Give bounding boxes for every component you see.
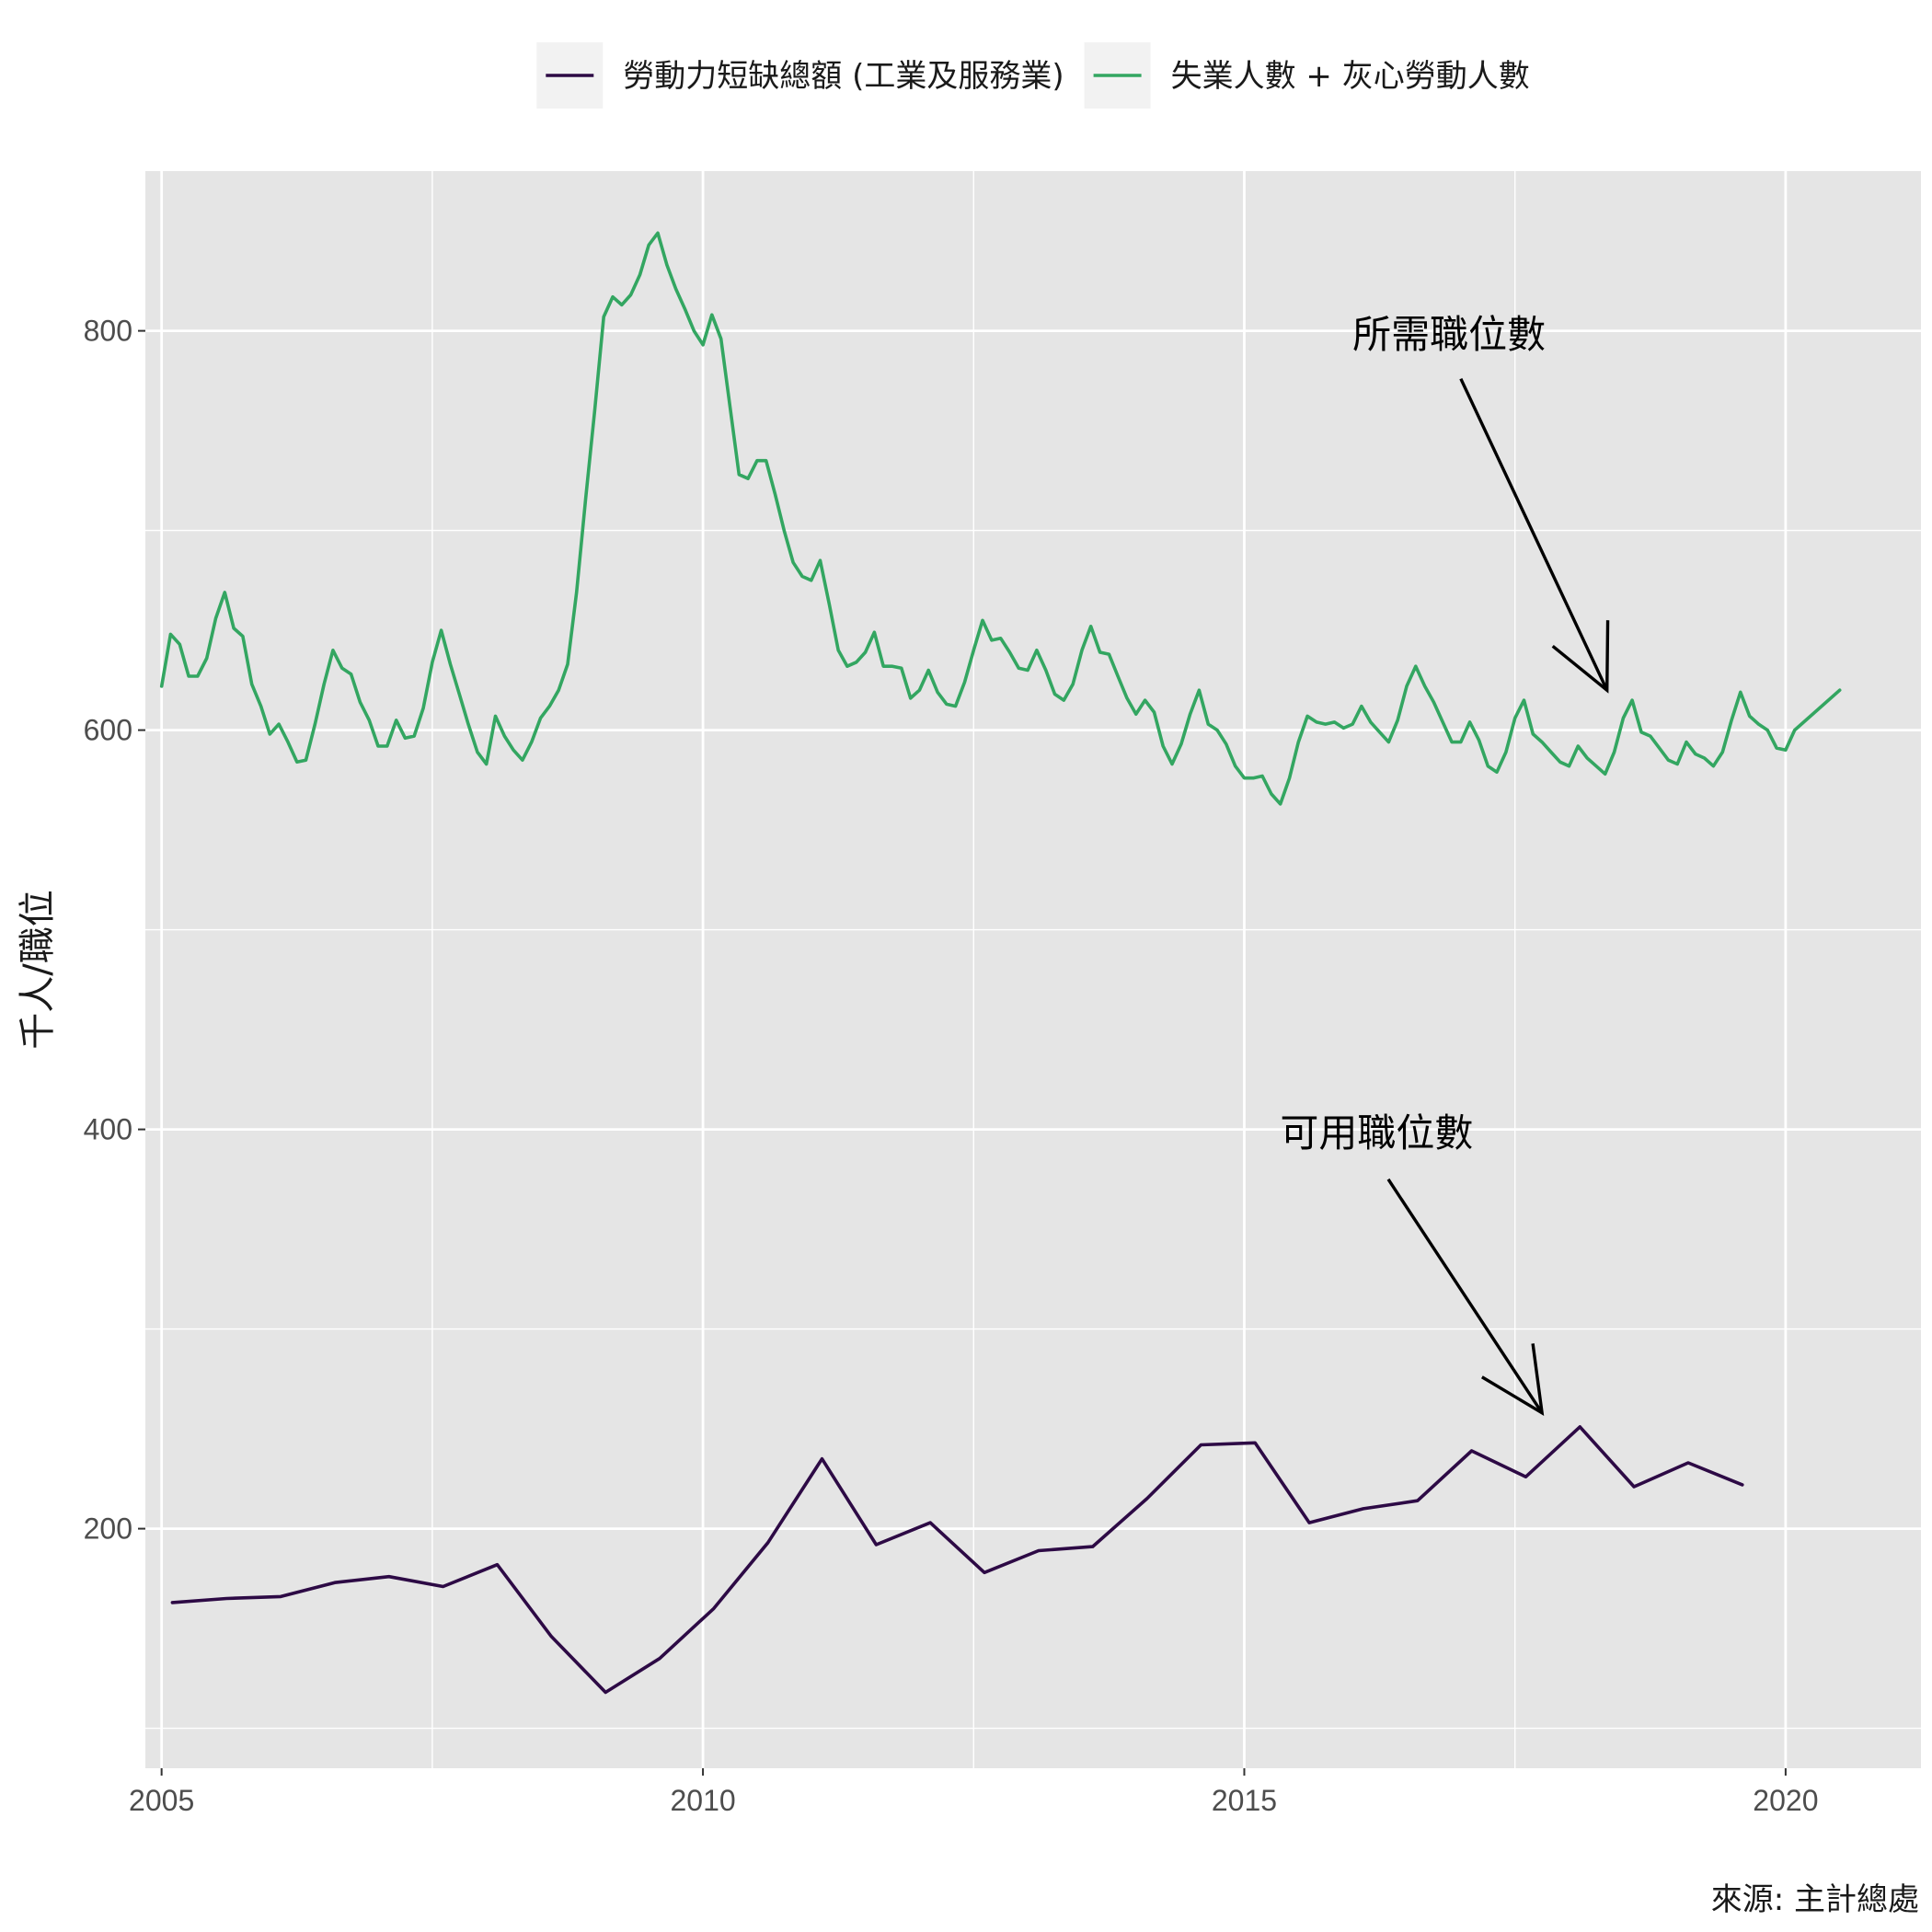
- annotation-label: 所需職位數: [1352, 312, 1546, 357]
- y-axis-title: 千人/職位: [17, 890, 59, 1049]
- grid: [145, 171, 1921, 1768]
- x-tick-label: 2020: [1753, 1784, 1818, 1817]
- y-tick-label: 600: [84, 714, 132, 747]
- y-tick-label: 800: [84, 315, 132, 348]
- series-line-1: [159, 231, 1842, 806]
- legend-label: 勞動力短缺總額 (工業及服務業): [623, 58, 1064, 95]
- legend-item: 失業人數 + 灰心勞動人數: [1084, 42, 1530, 109]
- x-tick-label: 2005: [129, 1784, 194, 1817]
- legend: 勞動力短缺總額 (工業及服務業) 失業人數 + 灰心勞動人數: [536, 42, 1530, 109]
- y-tick-label: 200: [84, 1512, 132, 1546]
- annotation-arrow-head: [1481, 1343, 1545, 1417]
- y-tick-label: 400: [84, 1113, 132, 1146]
- annotation-label: 可用職位數: [1280, 1110, 1473, 1156]
- legend-item: 勞動力短缺總額 (工業及服務業): [536, 42, 1064, 109]
- caption: 來源: 主計總處: [1711, 1881, 1919, 1918]
- legend-label: 失業人數 + 灰心勞動人數: [1171, 58, 1530, 95]
- series-line-0: [170, 1425, 1744, 1695]
- annotation-arrow: [1459, 377, 1609, 691]
- x-tick-label: 2010: [670, 1784, 735, 1817]
- plot-panel: [145, 171, 1921, 1768]
- annotation-arrow-head: [1551, 620, 1610, 694]
- x-tick-label: 2015: [1212, 1784, 1277, 1817]
- annotation-arrow: [1386, 1178, 1544, 1414]
